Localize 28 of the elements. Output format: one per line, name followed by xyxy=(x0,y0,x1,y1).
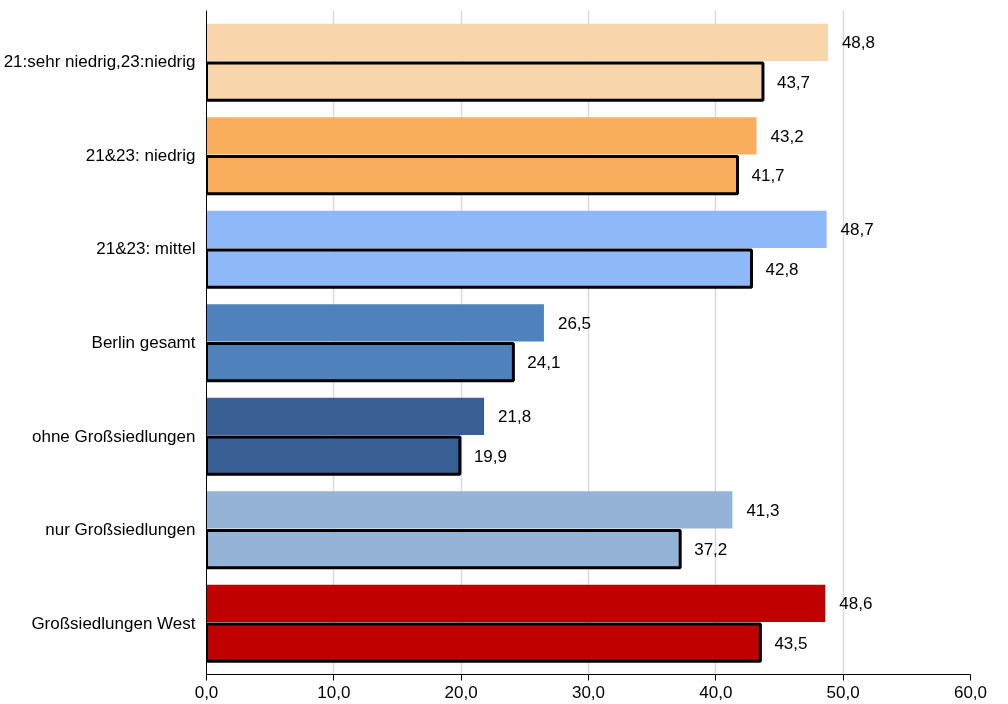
data-label: 24,1 xyxy=(527,353,561,373)
x-tick-label: 30,0 xyxy=(571,682,606,702)
data-label: 37,2 xyxy=(694,540,728,560)
data-label: 43,2 xyxy=(770,126,804,146)
data-label: 48,8 xyxy=(841,33,875,53)
y-tick-label: 21&23: mittel xyxy=(96,239,196,259)
y-tick-label: nur Großsiedlungen xyxy=(45,520,196,540)
data-label: 41,7 xyxy=(751,166,785,186)
data-label: 26,5 xyxy=(557,313,592,333)
x-tick-label: 50,0 xyxy=(826,682,860,702)
data-label: 19,9 xyxy=(473,446,507,466)
y-tick-label: Berlin gesamt xyxy=(91,333,196,352)
x-tick-label: 20,0 xyxy=(444,682,478,702)
y-tick-label: 21:sehr niedrig,23:niedrig xyxy=(3,52,196,72)
data-label: 41,3 xyxy=(746,500,780,520)
data-label: 48,6 xyxy=(839,594,873,614)
x-tick-label: 60,0 xyxy=(953,682,988,702)
x-tick-label: 10,0 xyxy=(317,682,351,702)
y-tick-label: Großsiedlungen West xyxy=(31,613,196,633)
x-tick-label: 0,0 xyxy=(194,682,219,702)
data-label: 21,8 xyxy=(498,407,532,427)
data-label: 43,7 xyxy=(776,72,811,92)
y-tick-label: ohne Großsiedlungen xyxy=(32,426,196,446)
data-label: 42,8 xyxy=(765,259,799,279)
x-tick-label: 40,0 xyxy=(699,682,733,702)
data-label: 43,5 xyxy=(774,633,808,653)
y-tick-label: 21&23: niedrig xyxy=(85,145,196,165)
data-label: 48,7 xyxy=(840,220,874,240)
